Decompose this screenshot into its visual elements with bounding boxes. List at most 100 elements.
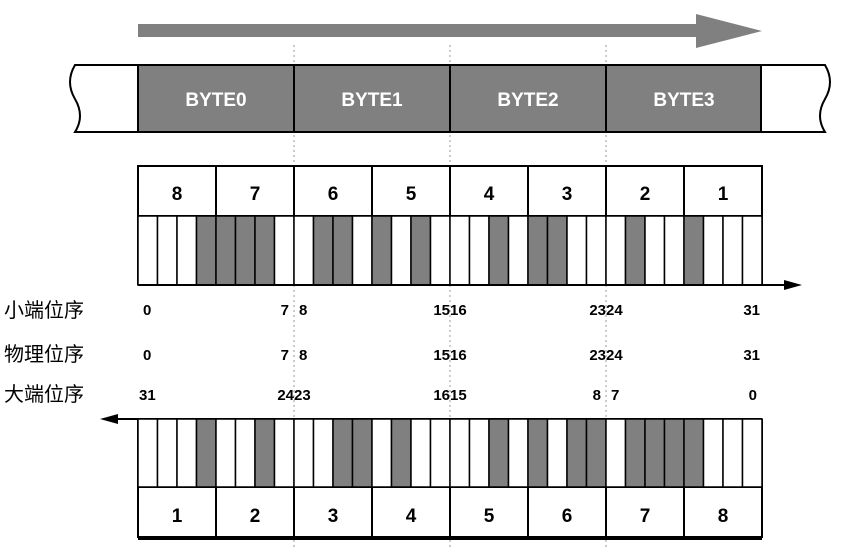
nibble-label: 3 — [562, 184, 573, 205]
bit-cell — [410, 215, 432, 286]
bit-cell — [293, 215, 315, 286]
bit-cell — [195, 418, 217, 488]
bit-index: 23 — [589, 302, 606, 319]
bit-index: 8 — [299, 347, 307, 364]
bit-index: 23 — [589, 347, 606, 364]
byte-stream: BYTE0 BYTE1 BYTE2 BYTE3 — [69, 64, 831, 133]
nibble-label: 6 — [562, 506, 573, 527]
bit-index: 7 — [611, 387, 619, 404]
bit-index: 31 — [743, 302, 760, 319]
bit-cell — [215, 418, 237, 488]
bit-cell — [176, 215, 198, 286]
bit-index: 24 — [277, 387, 294, 404]
nibble-label: 2 — [640, 184, 651, 205]
bit-cell — [273, 418, 295, 488]
bit-cell — [722, 215, 744, 286]
bit-cell — [663, 418, 685, 488]
bit-index: 31 — [139, 387, 156, 404]
bit-cell — [156, 418, 178, 488]
nibble-label: 4 — [484, 184, 495, 205]
bit-cell — [195, 215, 217, 286]
bit-cell — [702, 418, 724, 488]
bit-cell — [312, 215, 334, 286]
bit-cell — [605, 215, 627, 286]
byte-cell — [293, 64, 451, 133]
bit-index: 8 — [593, 387, 601, 404]
bit-cell — [371, 418, 393, 488]
bit-index: 23 — [294, 387, 311, 404]
bit-cell — [293, 418, 315, 488]
bit-index: 15 — [450, 387, 467, 404]
nibble-label: 8 — [172, 184, 183, 205]
bit-cell — [215, 215, 237, 286]
bit-index: 0 — [749, 387, 757, 404]
bit-cell — [234, 215, 256, 286]
bottom-nibble-dividers — [215, 487, 685, 537]
bit-index: 0 — [143, 347, 151, 364]
bit-cell — [566, 215, 588, 286]
row-label-physical: 物理位序 — [4, 342, 84, 366]
bit-cell — [234, 418, 256, 488]
index-row-physical: 0 7 8 15 16 23 24 31 — [143, 347, 760, 364]
bit-index: 24 — [606, 347, 623, 364]
bit-cell — [468, 215, 490, 286]
bit-cell — [683, 418, 705, 488]
bit-cell — [527, 215, 549, 286]
bit-index: 15 — [433, 347, 450, 364]
bit-cell — [507, 418, 529, 488]
stream-right-end — [761, 64, 831, 133]
bit-index: 31 — [743, 347, 760, 364]
bit-cell — [371, 215, 393, 286]
bit-cell — [507, 215, 529, 286]
bit-cell — [702, 215, 724, 286]
bit-cell — [663, 215, 685, 286]
bit-cell — [137, 215, 159, 286]
bit-cell — [605, 418, 627, 488]
bit-cell — [176, 418, 198, 488]
nibble-label: 4 — [406, 506, 417, 527]
bottom-baseline — [138, 536, 762, 540]
row-label-little-endian: 小端位序 — [4, 298, 84, 322]
bit-cell — [137, 418, 159, 488]
stream-left-end — [69, 64, 138, 133]
bit-cell — [273, 215, 295, 286]
nibble-label: 8 — [718, 506, 729, 527]
bit-cell — [254, 418, 276, 488]
top-register: 8 7 6 5 4 3 2 1 — [137, 165, 763, 286]
byte-label: BYTE3 — [653, 90, 714, 111]
bottom-register: 1 2 3 4 5 6 7 8 — [137, 418, 763, 540]
bit-cell — [722, 418, 744, 488]
nibble-label: 7 — [640, 506, 651, 527]
bit-cell — [741, 418, 763, 488]
bit-index: 16 — [433, 387, 450, 404]
bit-cell — [488, 418, 510, 488]
bit-cell — [351, 418, 373, 488]
bit-cell — [644, 418, 666, 488]
bit-cell — [312, 418, 334, 488]
bit-cell — [390, 418, 412, 488]
top-nibble-dividers — [215, 166, 685, 216]
bit-index: 0 — [143, 302, 151, 319]
nibble-label: 3 — [328, 506, 339, 527]
index-row-little-endian: 0 7 8 15 16 23 24 31 — [143, 302, 760, 319]
nibble-label: 2 — [250, 506, 261, 527]
bit-cell — [468, 418, 490, 488]
bit-cell — [566, 418, 588, 488]
bit-cell — [488, 215, 510, 286]
bottom-bit-cells — [137, 418, 763, 488]
direction-arrow-icon — [138, 14, 762, 48]
row-label-big-endian: 大端位序 — [4, 382, 84, 406]
bit-cell — [351, 215, 373, 286]
bit-cell — [546, 215, 568, 286]
top-bit-cells — [137, 215, 763, 286]
bit-cell — [741, 215, 763, 286]
bit-cell — [624, 418, 646, 488]
bit-cell — [624, 215, 646, 286]
nibble-label: 1 — [718, 184, 729, 205]
byte-cell — [449, 64, 607, 133]
byte-label: BYTE1 — [341, 90, 403, 111]
byte-label: BYTE2 — [497, 90, 558, 111]
bit-cell — [390, 215, 412, 286]
right-axis-arrow-icon — [138, 280, 802, 290]
